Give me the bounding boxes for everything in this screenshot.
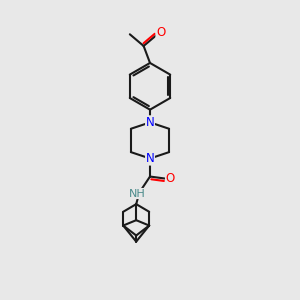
Text: O: O (156, 26, 165, 39)
Text: NH: NH (128, 188, 145, 199)
Text: N: N (146, 152, 154, 165)
Text: O: O (166, 172, 175, 185)
Text: N: N (146, 116, 154, 129)
